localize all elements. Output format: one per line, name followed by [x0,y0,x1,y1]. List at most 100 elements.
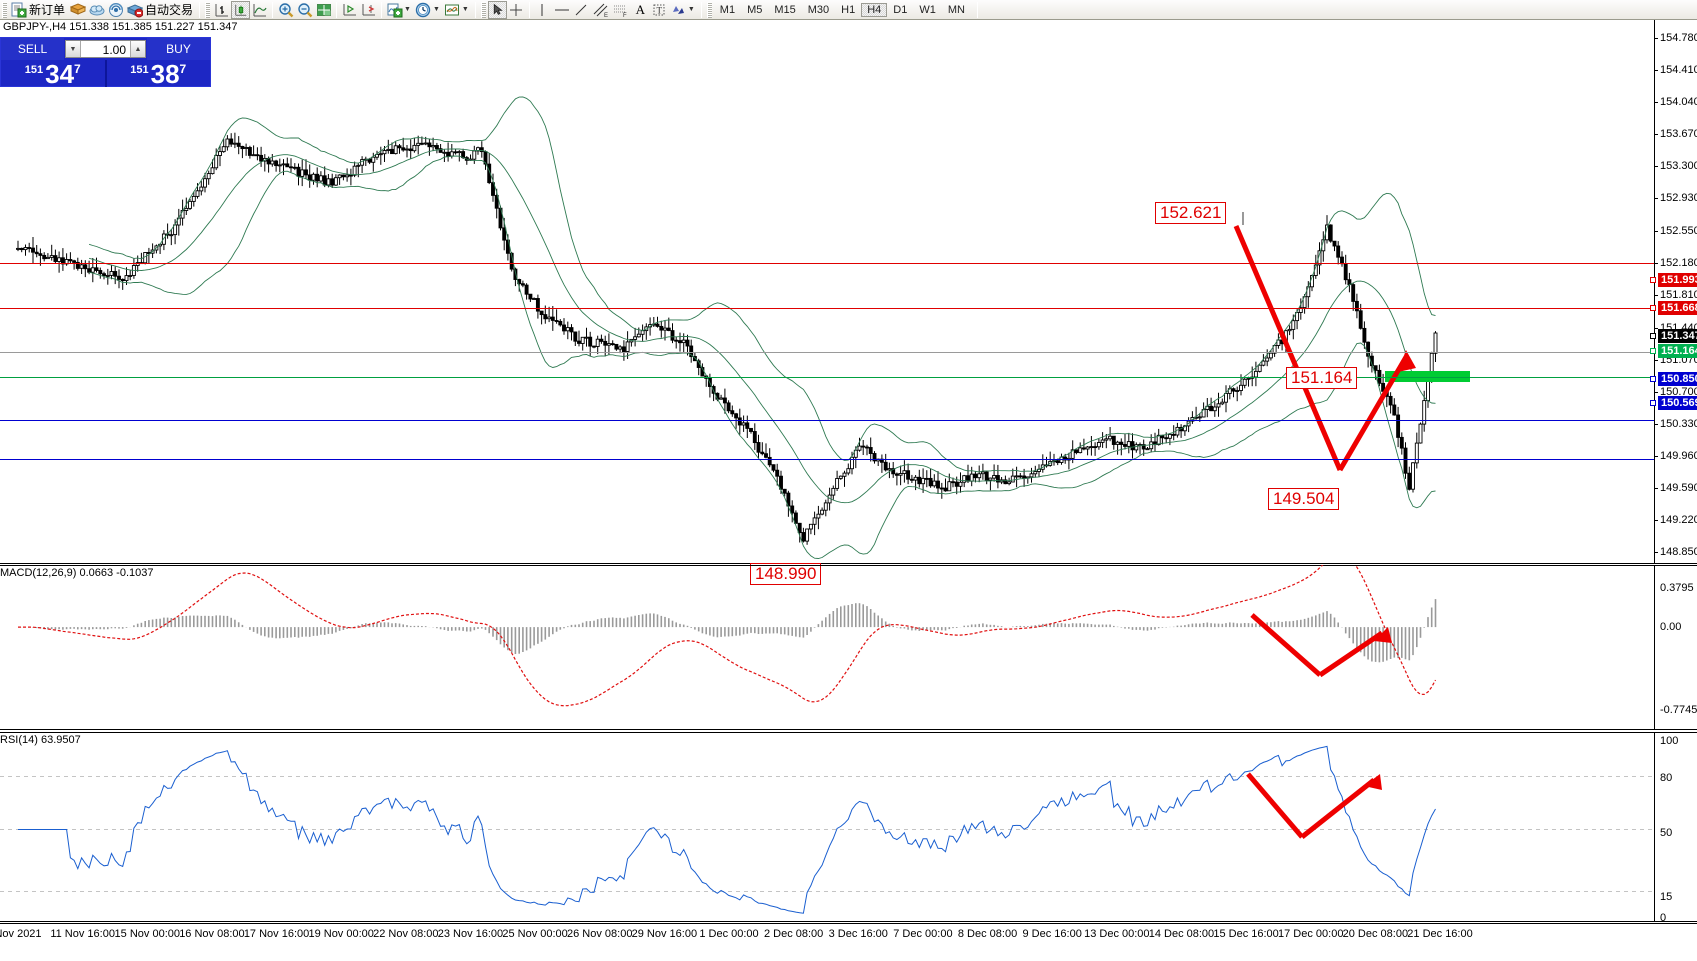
bar-chart-icon[interactable] [212,1,231,19]
period-dropdown-caret[interactable]: ▼ [432,6,440,13]
trade-panel-controls: SELL ▼ 1.00 ▲ BUY [1,38,210,60]
data-window-icon[interactable] [314,1,333,19]
toolbar-separator-3 [336,1,338,18]
level-handle-151347[interactable] [1650,332,1656,339]
line-chart-icon[interactable] [250,1,269,19]
trade-panel-quotes: 151 34 7 151 38 7 [1,60,210,87]
volume-value[interactable]: 1.00 [102,43,126,57]
time-tick-10: 29 Nov 16:00 [631,928,698,940]
timeframe-m30[interactable]: M30 [807,3,830,16]
volume-decrease-button[interactable]: ▼ [66,41,81,57]
buy-price-lead: 151 [130,64,149,76]
rsi-pane[interactable]: RSI(14) 63.9507 100 80 50 15 0 [0,732,1697,924]
macd-title: MACD(12,26,9) 0.0663 -0.1037 [0,567,154,579]
level-handle-150569[interactable] [1650,400,1656,406]
time-tick-17: 13 Dec 00:00 [1084,928,1150,940]
hline-icon[interactable] [552,1,572,19]
timeframe-w1[interactable]: W1 [919,3,936,16]
level-handle-150850[interactable] [1650,375,1656,382]
fibo-icon[interactable]: F [611,1,631,19]
text-icon[interactable]: A [635,1,646,17]
entry-line-151164 [0,377,1654,378]
level-handle-151164[interactable] [1650,348,1656,355]
buy-price[interactable]: 151 38 7 [107,60,211,87]
resistance-line-151993 [0,263,1654,264]
vline-icon[interactable] [533,1,552,19]
macd-tick-0: 0.3795 [1660,582,1694,594]
price-label-entry-151164[interactable]: 151.164 [1658,344,1697,359]
annotation-151164[interactable]: 151.164 [1286,367,1358,389]
zoom-in-icon[interactable] [276,1,295,19]
sell-price[interactable]: 151 34 7 [1,60,105,87]
timeframe-m5[interactable]: M5 [747,3,763,16]
price-tick-150700: 150.700 [1654,386,1697,398]
sell-button[interactable]: SELL [1,38,64,60]
shapes-dropdown-caret[interactable]: ▼ [687,6,695,13]
new-order-icon[interactable] [9,1,28,19]
price-label-resistance-151668[interactable]: 151.668 [1658,300,1697,315]
buy-price-sup: 7 [179,62,187,76]
timeframe-m15[interactable]: M15 [774,3,796,16]
timeframe-h4[interactable]: H4 [861,2,888,17]
price-label-current-price-151347[interactable]: 151.347 [1658,328,1697,343]
zoom-out-icon[interactable] [295,1,314,19]
price-tick-148850: 148.850 [1654,546,1697,558]
indicators-dropdown-caret[interactable]: ▼ [404,6,411,13]
time-tick-5: 19 Nov 00:00 [308,928,374,940]
toolbar-grip-timeframes[interactable] [706,1,712,18]
price-tick-152930: 152.930 [1654,192,1697,204]
autotrade-icon[interactable] [125,1,144,19]
price-label-resistance-151993[interactable]: 151.993 [1658,272,1697,287]
toolbar-grip-charts[interactable] [205,1,211,18]
chart-container[interactable]: GBPJPY-,H4 151.338 151.385 151.227 151.3… [0,20,1697,941]
annotation-152621[interactable]: 152.621 [1155,202,1227,224]
price-label-support-150569[interactable]: 150.569 [1658,396,1697,410]
rsi-tick-100: 100 [1660,735,1679,747]
toolbar-separator-4 [381,1,383,18]
cursor-icon[interactable] [487,0,507,19]
annotation-149504[interactable]: 149.504 [1268,488,1340,510]
price-label-support-150850[interactable]: 150.850 [1658,371,1697,386]
candle-chart-icon[interactable] [231,0,251,19]
indicators-icon[interactable] [385,1,404,19]
timeframe-d1[interactable]: D1 [893,3,908,16]
signal-icon[interactable] [106,1,125,19]
equidistant-channel-icon[interactable]: E [591,1,611,19]
templates-dropdown-caret[interactable]: ▼ [461,6,469,13]
cloud-icon[interactable] [87,1,106,19]
macd-tick-2: -0.7745 [1660,704,1697,716]
buy-button[interactable]: BUY [147,38,210,60]
price-pane[interactable]: GBPJPY-,H4 151.338 151.385 151.227 151.3… [0,20,1697,585]
macd-chart-svg [18,565,1437,707]
timeframe-mn[interactable]: MN [947,3,965,16]
chart-shift-icon[interactable] [359,1,378,19]
scroll-end-icon[interactable] [340,1,359,19]
time-tick-11: 1 Dec 00:00 [699,928,759,940]
annotation-148990[interactable]: 148.990 [750,563,822,585]
macd-pane[interactable]: MACD(12,26,9) 0.0663 -0.1037 0.3795 0.00… [0,565,1697,730]
toolbar-grip[interactable] [2,1,7,18]
level-handle-151993[interactable] [1650,276,1656,283]
rsi-tick-50: 50 [1660,827,1673,839]
label-icon[interactable]: T [650,1,669,19]
toolbar-grip-tools[interactable] [480,1,486,18]
templates-icon[interactable] [443,1,462,19]
period-icon[interactable] [414,1,433,19]
rsi-tick-15: 15 [1660,891,1673,903]
shapes-icon[interactable] [669,1,688,19]
timeframe-h1[interactable]: H1 [841,3,856,16]
volume-stepper[interactable]: ▼ 1.00 ▲ [65,40,146,58]
support-line-150850 [0,420,1654,421]
level-handle-151668[interactable] [1650,304,1656,311]
crosshair-icon[interactable] [507,1,526,19]
one-click-trading-panel[interactable]: SELL ▼ 1.00 ▲ BUY 151 34 7 151 38 7 [0,37,211,87]
autotrade-label[interactable]: 自动交易 [145,3,194,17]
trendline-icon[interactable] [572,1,591,19]
main-toolbar: 新订单 自动交易 ▼ ▼ [0,0,1697,20]
time-tick-22: 21 Dec 16:00 [1407,928,1473,940]
book-icon[interactable] [68,1,87,19]
timeframe-m1[interactable]: M1 [719,3,736,16]
volume-increase-button[interactable]: ▲ [130,41,145,57]
time-tick-16: 9 Dec 16:00 [1022,928,1082,940]
new-order-label[interactable]: 新订单 [29,3,66,17]
